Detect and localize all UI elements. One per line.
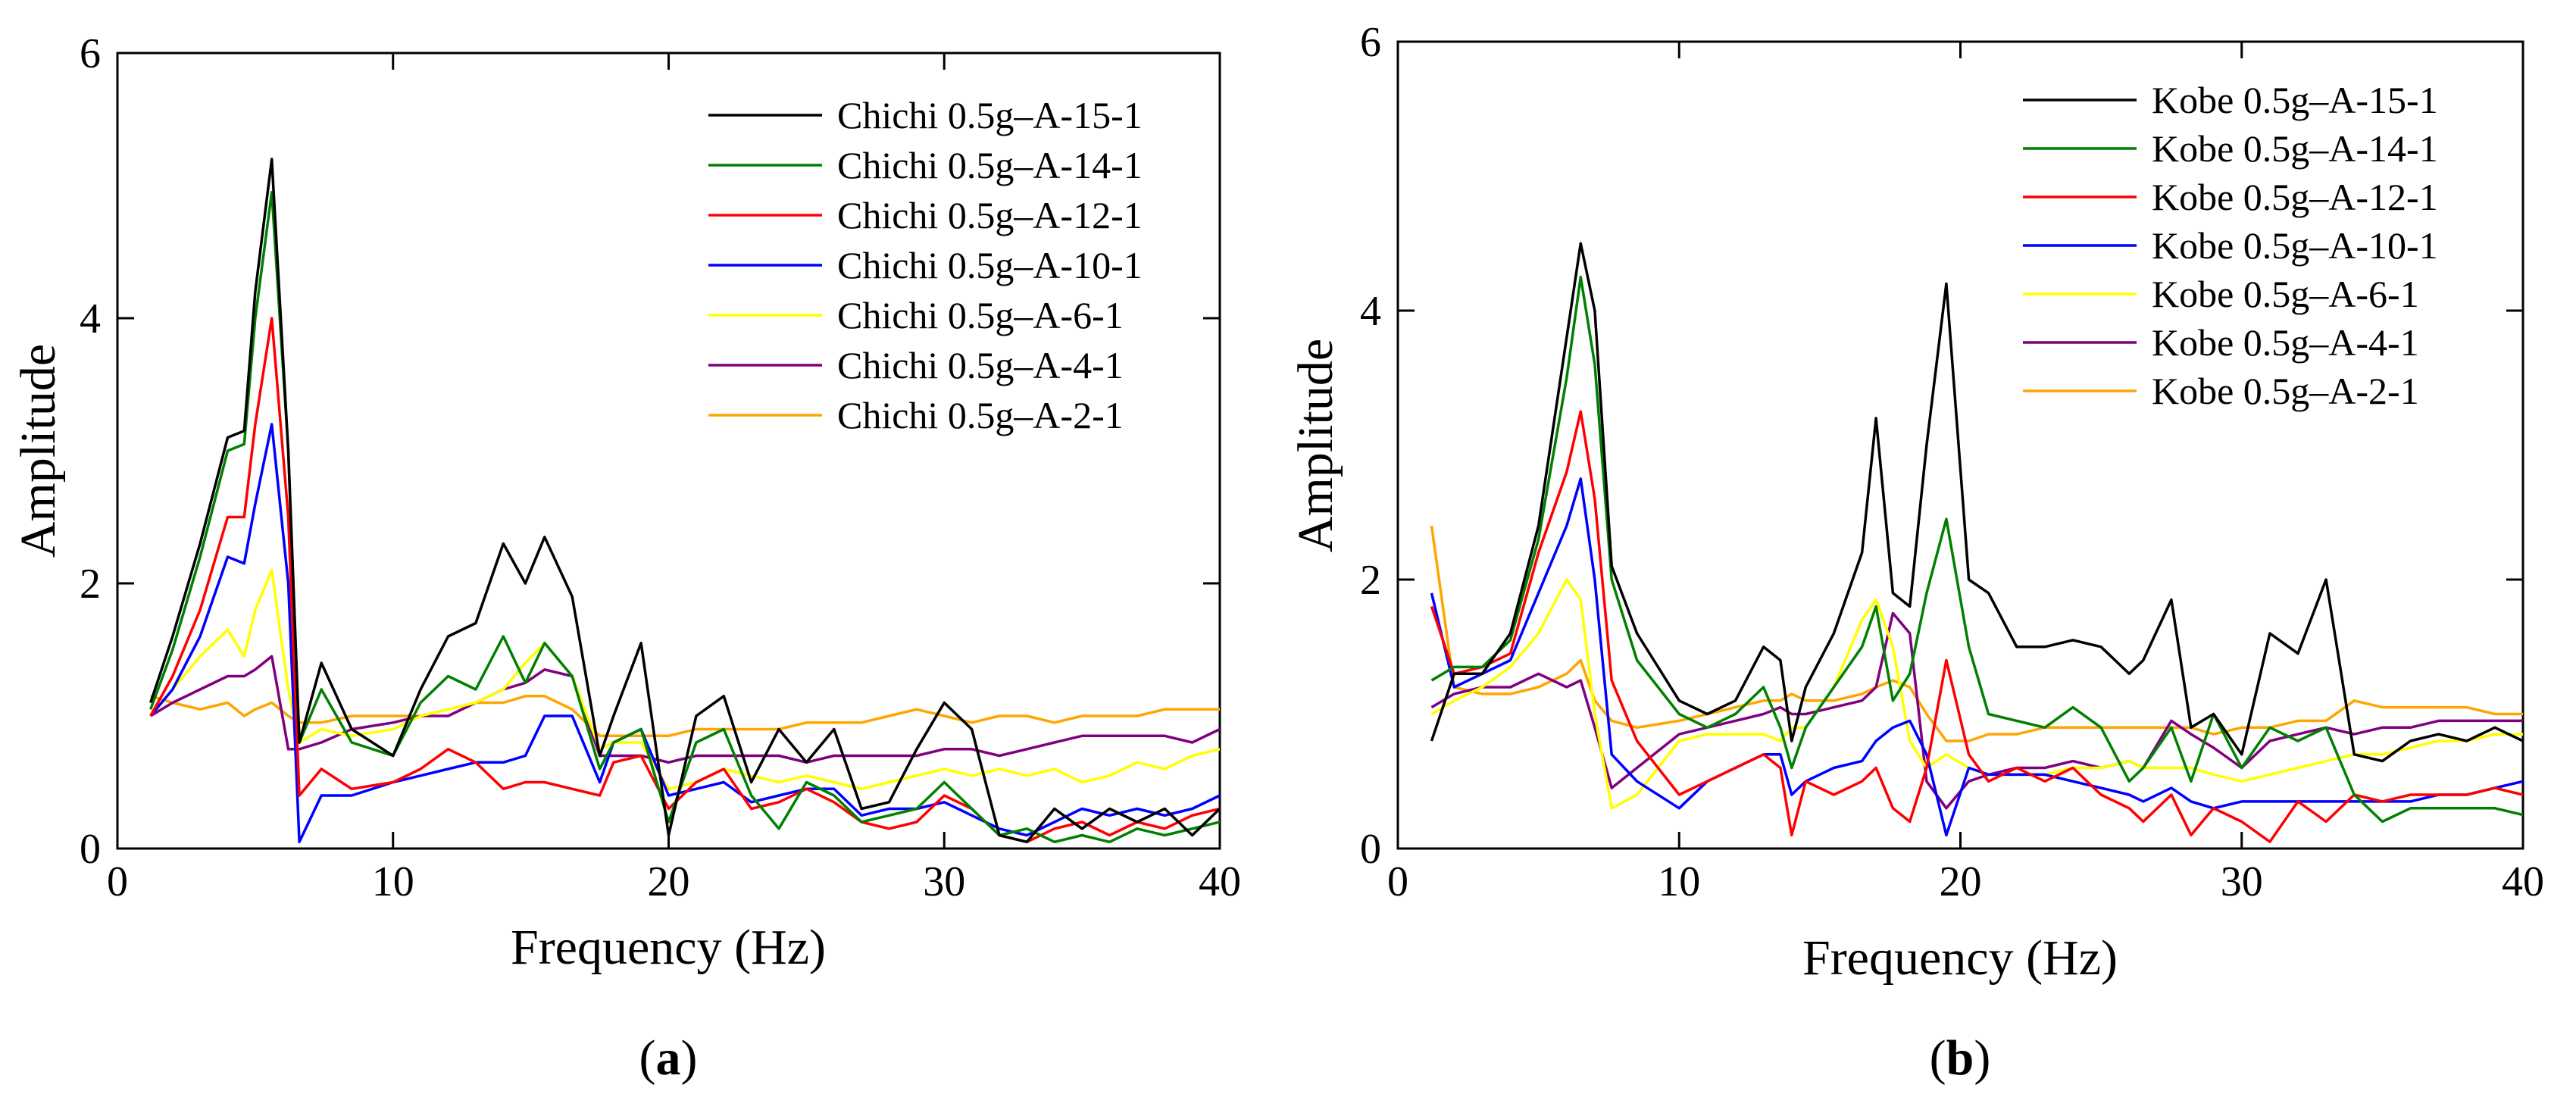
x-axis-label-b: Frequency (Hz): [1802, 930, 2118, 986]
series-line-b-3: [1430, 477, 2523, 837]
series-line-a-0: [149, 158, 1220, 844]
x-tick-label-a: 10: [372, 858, 414, 905]
series-line-a-4: [149, 568, 1220, 791]
y-tick-label-a: 2: [80, 561, 101, 608]
x-tick-label-a: 40: [1199, 858, 1241, 905]
panel-letter-a: a: [656, 1030, 681, 1086]
legend-label-b-4: Kobe 0.5g–A-6-1: [2152, 273, 2419, 315]
x-tick-label-b: 30: [2221, 858, 2263, 905]
panel-letter-b: b: [1946, 1030, 1974, 1086]
y-axis-label-b: Amplitude: [1288, 339, 1343, 552]
legend-label-b-3: Kobe 0.5g–A-10-1: [2152, 224, 2438, 267]
x-axis-label-a: Frequency (Hz): [511, 920, 826, 975]
series-line-b-2: [1430, 410, 2523, 843]
panel-caption-b: (b): [1930, 1030, 1991, 1086]
legend-label-b-5: Kobe 0.5g–A-4-1: [2152, 321, 2419, 364]
series-line-b-1: [1430, 275, 2523, 824]
chart-panel-a: Frequency (Hz) Amplitude (a) 0 10 20 30 40 0 2…: [11, 30, 1241, 1086]
legend-label-b-2: Kobe 0.5g–A-12-1: [2152, 176, 2438, 218]
y-tick-label-b: 2: [1360, 557, 1381, 604]
series-group-a: [149, 158, 1220, 844]
legend-label-b-0: Kobe 0.5g–A-15-1: [2152, 79, 2438, 121]
legend-label-a-1: Chichi 0.5g–A-14-1: [837, 144, 1143, 186]
legend-label-a-4: Chichi 0.5g–A-6-1: [837, 294, 1124, 336]
chart-panel-b: Frequency (Hz) Amplitude (b) 0 10 20 30 40 0 2…: [1288, 19, 2544, 1086]
x-tick-label-a: 20: [648, 858, 690, 905]
y-tick-label-b: 6: [1360, 19, 1381, 66]
legend-label-a-5: Chichi 0.5g–A-4-1: [837, 344, 1124, 386]
y-tick-label-a: 0: [80, 826, 101, 873]
series-line-a-5: [149, 655, 1220, 764]
x-tick-label-b: 20: [1940, 858, 1982, 905]
series-line-b-6: [1430, 525, 2523, 742]
series-group-b: [1430, 242, 2523, 843]
series-line-a-6: [150, 695, 1220, 738]
panel-caption-a: (a): [639, 1030, 698, 1086]
series-line-b-0: [1430, 242, 2523, 763]
y-tick-label-b: 4: [1360, 288, 1381, 335]
legend-label-a-0: Chichi 0.5g–A-15-1: [837, 94, 1143, 136]
x-tick-label-a: 30: [923, 858, 965, 905]
series-line-b-4: [1430, 578, 2523, 810]
legend-label-b-6: Kobe 0.5g–A-2-1: [2152, 370, 2419, 412]
y-tick-label-a: 4: [80, 295, 101, 342]
legend-label-a-6: Chichi 0.5g–A-2-1: [837, 394, 1124, 436]
y-tick-label-b: 0: [1360, 826, 1381, 873]
x-tick-label-b: 40: [2502, 858, 2544, 905]
y-tick-label-a: 6: [80, 30, 101, 77]
x-tick-label-b: 10: [1658, 858, 1700, 905]
legend-label-b-1: Kobe 0.5g–A-14-1: [2152, 127, 2438, 170]
y-axis-label-a: Amplitude: [11, 344, 66, 558]
legend-label-a-2: Chichi 0.5g–A-12-1: [837, 194, 1143, 236]
legend-label-a-3: Chichi 0.5g–A-10-1: [837, 244, 1143, 286]
series-line-a-3: [149, 423, 1220, 844]
x-tick-label-a: 0: [107, 858, 128, 905]
x-tick-label-b: 0: [1387, 858, 1408, 905]
